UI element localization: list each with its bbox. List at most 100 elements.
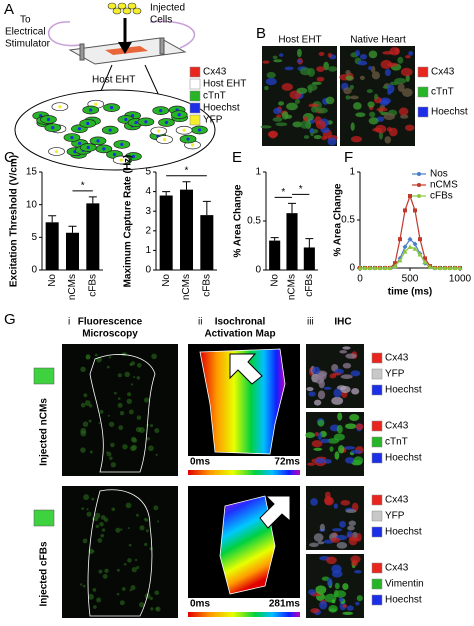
nucleus	[86, 145, 90, 150]
y-tick-label: 0.5	[341, 215, 355, 226]
micrograph-feature	[405, 124, 415, 132]
panel-label: F	[344, 149, 353, 166]
point	[432, 265, 438, 270]
color-scale	[188, 470, 300, 475]
micrograph-feature	[260, 125, 272, 129]
micrograph-feature	[323, 386, 332, 390]
scale-label: 281ms	[269, 599, 301, 610]
fluorescence-speck	[129, 589, 132, 592]
micrograph-feature	[354, 49, 361, 57]
fluorescence-image	[62, 344, 178, 476]
nucleus	[124, 117, 128, 122]
micrograph-feature	[313, 399, 322, 406]
micrograph-feature	[299, 67, 312, 76]
fluorescence-speck	[157, 520, 160, 523]
micrograph-feature	[339, 349, 348, 354]
nucleus	[51, 126, 55, 130]
micrograph-feature	[357, 60, 368, 66]
point	[412, 246, 418, 251]
nucleus	[54, 149, 59, 154]
y-tick-label: 2	[145, 225, 151, 236]
fluorescence-speck	[97, 538, 103, 543]
fluorescence-speck	[94, 512, 101, 519]
micrograph-feature	[342, 604, 348, 608]
micrograph-feature	[308, 103, 319, 108]
micrograph-feature	[272, 55, 278, 60]
micrograph-feature	[343, 87, 352, 95]
legend-label: YFP	[203, 115, 223, 126]
micrograph-feature	[334, 451, 340, 460]
micrograph-feature	[308, 589, 316, 595]
point	[413, 208, 417, 213]
fluorescence-speck	[98, 569, 103, 574]
column-title: IHC	[334, 317, 351, 328]
legend-swatch	[371, 526, 383, 538]
micrograph-feature	[273, 107, 282, 115]
nucleus	[177, 113, 181, 117]
micrograph-feature	[405, 55, 411, 59]
bar	[159, 195, 173, 270]
fluorescence-speck	[82, 538, 88, 544]
micrograph-feature	[273, 59, 283, 63]
micrograph-title: Native Heart	[350, 35, 406, 46]
micrograph-feature	[348, 537, 360, 542]
legend-label: Hoechst	[385, 453, 422, 464]
point	[417, 252, 423, 257]
fluorescence-speck	[115, 527, 121, 533]
point	[452, 265, 458, 270]
micrograph-feature	[275, 122, 288, 127]
fluorescence-speck	[98, 422, 101, 425]
nucleus	[131, 154, 136, 159]
injected-cell	[132, 7, 142, 15]
significance-label: *	[299, 184, 303, 195]
micrograph-feature	[324, 496, 334, 506]
scale-label: 0ms	[190, 457, 210, 468]
micrograph-feature	[310, 106, 319, 113]
micrograph-feature	[334, 590, 347, 598]
y-axis-label: % Area Change	[333, 183, 344, 256]
fluorescence-speck	[149, 596, 153, 601]
micrograph-feature	[350, 135, 363, 143]
fluorescence-speck	[128, 543, 132, 547]
fluorescence-speck	[81, 507, 85, 510]
micrograph-feature	[345, 423, 357, 430]
bar	[303, 247, 315, 270]
micrograph-feature	[336, 424, 343, 434]
x-tick-label: cFBs	[87, 274, 98, 297]
micrograph-feature	[331, 599, 336, 604]
nucleus	[197, 128, 202, 132]
fluorescence-speck	[150, 607, 154, 611]
micrograph-feature	[386, 127, 393, 132]
micrograph-feature	[351, 387, 360, 395]
legend-label: cFBs	[430, 191, 453, 202]
micrograph-feature	[314, 432, 319, 437]
point	[387, 265, 393, 270]
fluorescence-speck	[136, 566, 140, 570]
legend-label: cTnT	[203, 91, 226, 102]
legend-swatch	[371, 352, 383, 364]
fluorescence-speck	[136, 376, 141, 380]
fluorescence-speck	[80, 427, 87, 434]
fluorescence-speck	[132, 437, 138, 443]
micrograph-feature	[311, 81, 322, 85]
y-tick-label: 1	[349, 167, 355, 178]
fluorescence-speck	[133, 376, 136, 379]
point	[367, 265, 373, 270]
wire	[47, 21, 81, 47]
micrograph-feature	[308, 391, 316, 397]
activation-map	[219, 495, 276, 595]
micrograph-feature	[336, 541, 348, 549]
legend-label: nCMS	[430, 180, 458, 191]
fluorescence-speck	[121, 587, 126, 591]
fluorescence-speck	[130, 361, 136, 366]
legend-label: Hoechst	[431, 107, 468, 118]
fluorescence-speck	[91, 549, 95, 553]
y-tick-label: 5	[31, 232, 37, 243]
nucleus	[186, 137, 190, 141]
fluorescence-speck	[148, 445, 154, 452]
micrograph-feature	[272, 117, 283, 122]
fluorescence-speck	[139, 427, 145, 433]
fluorescence-speck	[86, 508, 89, 511]
fluorescence-speck	[99, 409, 104, 414]
legend-label: YFP	[385, 511, 405, 522]
